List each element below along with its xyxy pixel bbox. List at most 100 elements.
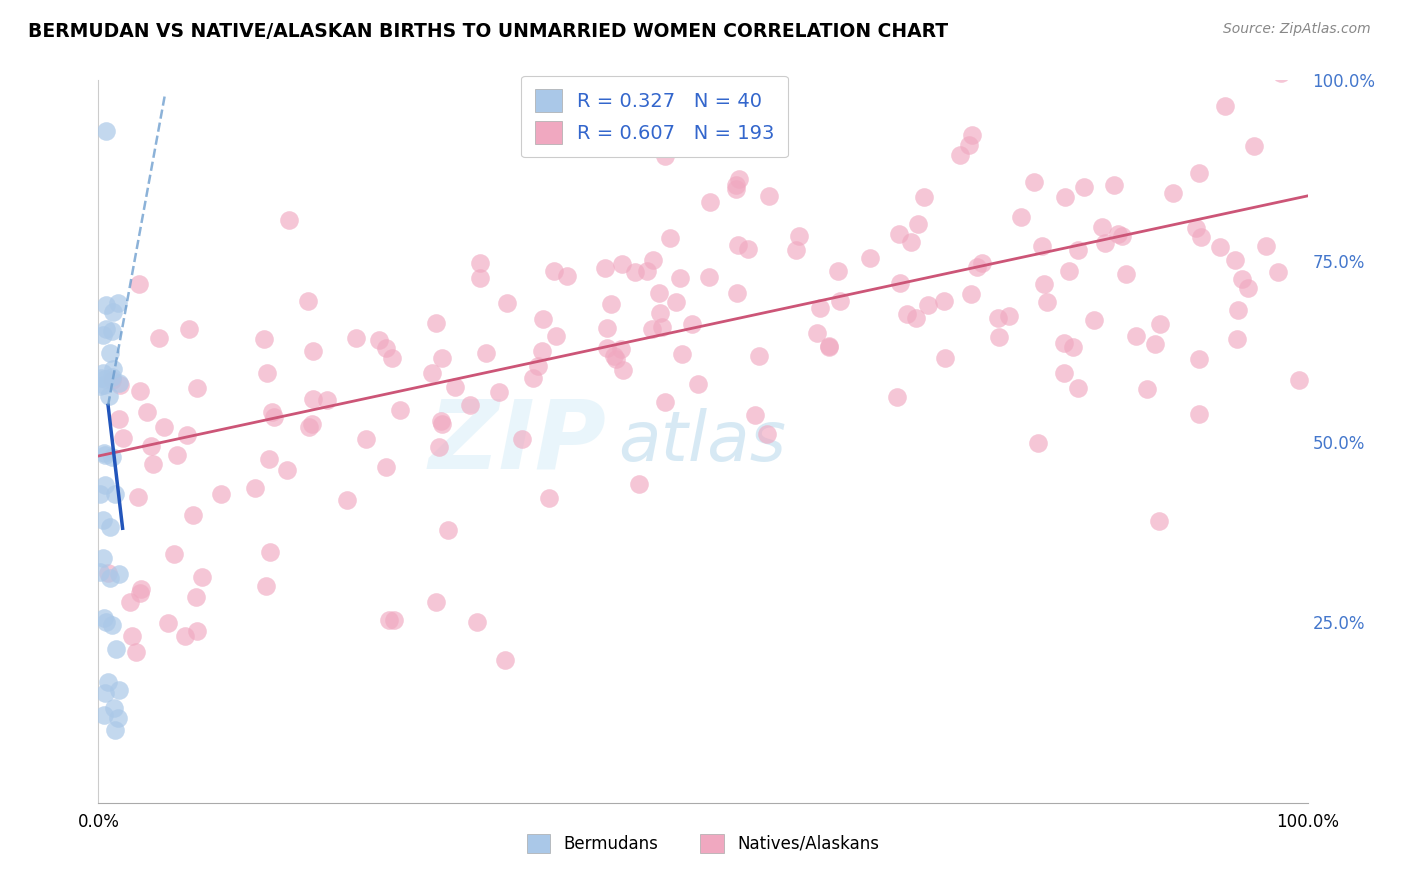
- Point: [808, 301, 831, 315]
- Point: [100, 617, 122, 632]
- Point: [118, 595, 141, 609]
- Point: [128, 586, 150, 600]
- Point: [966, 260, 988, 274]
- Point: [610, 257, 633, 271]
- Point: [1115, 267, 1137, 281]
- Point: [636, 264, 658, 278]
- Point: [382, 613, 405, 627]
- Point: [934, 351, 956, 365]
- Point: [344, 330, 367, 344]
- Point: [1188, 351, 1211, 366]
- Point: [1053, 335, 1076, 350]
- Point: [139, 439, 162, 453]
- Point: [669, 270, 692, 285]
- Point: [94, 615, 117, 629]
- Point: [1254, 239, 1277, 253]
- Point: [727, 238, 749, 252]
- Point: [737, 242, 759, 256]
- Point: [425, 317, 447, 331]
- Point: [1223, 252, 1246, 267]
- Point: [97, 675, 120, 690]
- Point: [243, 481, 266, 495]
- Point: [108, 682, 131, 697]
- Point: [543, 264, 565, 278]
- Point: [527, 359, 550, 373]
- Point: [104, 641, 127, 656]
- Point: [101, 305, 124, 319]
- Point: [101, 362, 124, 376]
- Point: [496, 296, 519, 310]
- Point: [93, 378, 115, 392]
- Point: [101, 324, 124, 338]
- Point: [254, 578, 277, 592]
- Point: [1237, 280, 1260, 294]
- Point: [1189, 230, 1212, 244]
- Point: [830, 293, 852, 308]
- Point: [787, 228, 810, 243]
- Point: [260, 405, 283, 419]
- Point: [128, 277, 150, 291]
- Point: [917, 297, 939, 311]
- Point: [602, 350, 624, 364]
- Point: [725, 181, 748, 195]
- Point: [94, 124, 117, 138]
- Point: [444, 380, 467, 394]
- Point: [96, 566, 118, 580]
- Point: [912, 190, 935, 204]
- Point: [259, 545, 281, 559]
- Point: [103, 701, 125, 715]
- Point: [127, 490, 149, 504]
- Point: [665, 295, 688, 310]
- Point: [610, 342, 633, 356]
- Point: [987, 330, 1010, 344]
- Point: [107, 296, 129, 310]
- Point: [470, 270, 492, 285]
- Point: [468, 256, 491, 270]
- Point: [112, 431, 135, 445]
- Point: [1094, 235, 1116, 250]
- Point: [1188, 407, 1211, 421]
- Point: [475, 346, 498, 360]
- Point: [1053, 190, 1076, 204]
- Text: atlas: atlas: [619, 408, 786, 475]
- Point: [699, 195, 721, 210]
- Point: [605, 352, 627, 367]
- Point: [184, 590, 207, 604]
- Point: [806, 326, 828, 340]
- Point: [744, 409, 766, 423]
- Point: [1188, 166, 1211, 180]
- Point: [628, 477, 651, 491]
- Point: [94, 478, 117, 492]
- Point: [896, 307, 918, 321]
- Point: [596, 321, 619, 335]
- Point: [900, 235, 922, 250]
- Point: [104, 486, 127, 500]
- Point: [957, 137, 980, 152]
- Point: [121, 629, 143, 643]
- Point: [997, 309, 1019, 323]
- Point: [1161, 186, 1184, 200]
- Point: [1010, 210, 1032, 224]
- Point: [654, 149, 676, 163]
- Point: [142, 457, 165, 471]
- Point: [94, 448, 117, 462]
- Point: [98, 571, 121, 585]
- Point: [176, 428, 198, 442]
- Point: [432, 351, 454, 365]
- Point: [1270, 66, 1292, 80]
- Point: [1031, 239, 1053, 253]
- Point: [93, 550, 115, 565]
- Point: [648, 286, 671, 301]
- Point: [818, 340, 841, 354]
- Point: [600, 296, 623, 310]
- Text: BERMUDAN VS NATIVE/ALASKAN BIRTHS TO UNMARRIED WOMEN CORRELATION CHART: BERMUDAN VS NATIVE/ALASKAN BIRTHS TO UNM…: [28, 22, 948, 41]
- Point: [93, 446, 115, 460]
- Point: [671, 346, 693, 360]
- Point: [465, 615, 488, 629]
- Point: [972, 256, 994, 270]
- Point: [427, 441, 450, 455]
- Point: [1184, 221, 1206, 235]
- Point: [186, 382, 208, 396]
- Point: [436, 523, 458, 537]
- Point: [886, 390, 908, 404]
